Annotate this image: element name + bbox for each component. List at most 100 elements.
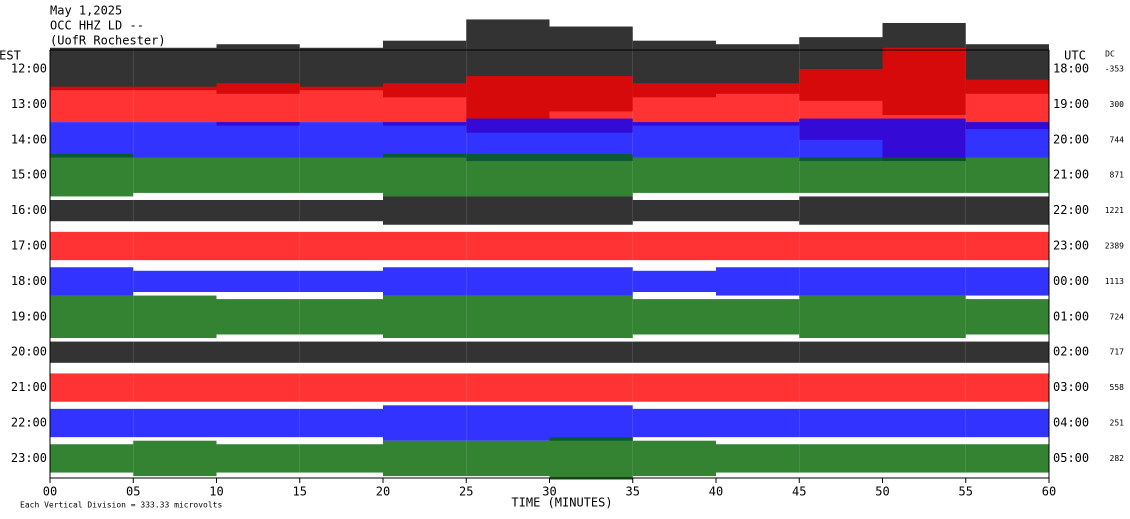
trace-envelope — [466, 295, 550, 339]
x-tick-label: 10 — [209, 485, 223, 499]
trace-envelope — [383, 267, 467, 296]
trace-envelope — [466, 341, 550, 363]
utc-label: 02:00 — [1053, 345, 1089, 359]
trace-envelope — [133, 122, 217, 158]
trace-envelope — [466, 196, 550, 225]
trace-envelope — [549, 267, 633, 296]
trace-envelope — [216, 341, 300, 363]
trace-envelope — [466, 118, 550, 162]
utc-label: 21:00 — [1053, 168, 1089, 182]
trace-envelope — [632, 270, 716, 293]
trace-envelope — [216, 231, 300, 261]
dc-value: 558 — [1110, 383, 1125, 392]
dc-value: 724 — [1110, 312, 1125, 321]
trace-envelope — [50, 231, 134, 261]
trace-envelope — [716, 341, 800, 363]
utc-label: 23:00 — [1053, 239, 1089, 253]
trace-envelope — [716, 157, 800, 193]
utc-label: 19:00 — [1053, 97, 1089, 111]
trace-envelope — [549, 295, 633, 339]
trace-envelope — [799, 295, 883, 339]
est-label: 22:00 — [11, 416, 47, 430]
est-label: 13:00 — [11, 97, 47, 111]
trace-envelope — [299, 122, 383, 158]
trace-envelope — [799, 157, 883, 193]
trace-envelope — [965, 79, 1049, 130]
trace-envelope — [383, 373, 467, 402]
utc-label: 18:00 — [1053, 62, 1089, 76]
trace-envelope — [50, 295, 134, 339]
trace-envelope — [466, 231, 550, 261]
trace-envelope — [965, 341, 1049, 363]
trace-envelope — [965, 122, 1049, 158]
trace-envelope — [549, 373, 633, 402]
trace-envelope — [216, 373, 300, 402]
trace-envelope — [632, 199, 716, 222]
est-label: 15:00 — [11, 168, 47, 182]
trace-envelope — [299, 270, 383, 293]
x-tick-label: 60 — [1042, 485, 1056, 499]
trace-envelope — [50, 153, 134, 197]
trace-envelope — [299, 199, 383, 222]
trace-envelope — [50, 199, 134, 222]
trace-envelope — [716, 231, 800, 261]
dc-value: 1113 — [1105, 277, 1124, 286]
est-label: 16:00 — [11, 203, 47, 217]
trace-envelope — [133, 373, 217, 402]
dc-value: 300 — [1110, 100, 1125, 109]
trace-envelope — [50, 373, 134, 402]
trace-envelope — [383, 153, 467, 197]
trace-envelope — [799, 231, 883, 261]
dc-label: DC — [1105, 50, 1115, 59]
trace-envelope — [216, 157, 300, 193]
trace-envelope — [383, 122, 467, 158]
est-label: 23:00 — [11, 451, 47, 465]
x-tick-label: 55 — [959, 485, 973, 499]
trace-envelope — [716, 267, 800, 296]
trace-envelope — [632, 299, 716, 335]
trace-envelope — [965, 267, 1049, 296]
trace-envelope — [133, 86, 217, 123]
dc-value: 744 — [1110, 135, 1125, 144]
trace-envelope — [216, 83, 300, 126]
trace-envelope — [133, 408, 217, 438]
trace-envelope — [549, 118, 633, 162]
trace-envelope — [133, 47, 217, 91]
trace-envelope — [50, 86, 134, 123]
trace-envelope — [299, 157, 383, 193]
trace-envelope — [133, 157, 217, 193]
dc-value: 251 — [1110, 419, 1125, 428]
x-tick-label: 25 — [459, 485, 473, 499]
utc-label: 22:00 — [1053, 203, 1089, 217]
trace-envelope — [632, 122, 716, 158]
trace-envelope — [299, 47, 383, 91]
trace-envelope — [549, 196, 633, 225]
trace-envelope — [299, 408, 383, 438]
trace-envelope — [882, 231, 966, 261]
est-label: 18:00 — [11, 274, 47, 288]
trace-envelope — [882, 341, 966, 363]
trace-envelope — [882, 373, 966, 402]
x-tick-label: 35 — [626, 485, 640, 499]
trace-envelope — [383, 295, 467, 339]
x-tick-label: 00 — [43, 485, 57, 499]
trace-envelope — [383, 341, 467, 363]
trace-envelope — [133, 270, 217, 293]
footer: Each Vertical Division = 333.33 microvol… — [20, 501, 222, 510]
trace-envelope — [383, 83, 467, 126]
trace-envelope — [716, 122, 800, 158]
est-label: 17:00 — [11, 239, 47, 253]
left-label: EST — [0, 49, 21, 63]
dc-value: -353 — [1105, 65, 1124, 74]
trace-envelope — [50, 267, 134, 296]
trace-envelope — [50, 341, 134, 363]
trace-envelope — [549, 341, 633, 363]
trace-envelope — [50, 444, 134, 473]
trace-envelope — [133, 295, 217, 339]
trace-envelope — [383, 196, 467, 225]
trace-envelope — [882, 267, 966, 296]
trace-envelope — [383, 405, 467, 441]
x-tick-label: 05 — [126, 485, 140, 499]
est-label: 19:00 — [11, 309, 47, 323]
trace-envelope — [549, 405, 633, 441]
